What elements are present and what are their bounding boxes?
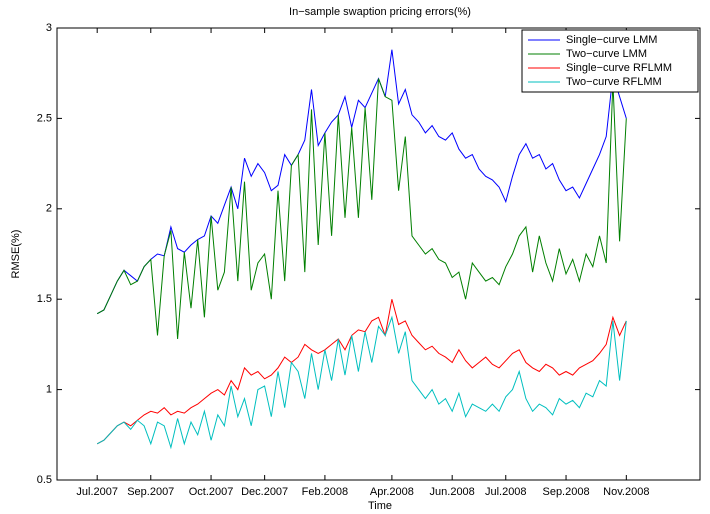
x-tick-label: Jul.2008 xyxy=(485,486,527,498)
series-line xyxy=(96,49,627,315)
y-tick-label: 1.5 xyxy=(37,293,52,305)
plot-frame xyxy=(56,27,701,481)
x-tick-label: Sep.2008 xyxy=(542,486,589,498)
legend-label: Single−curve LMM xyxy=(566,34,657,46)
x-axis-label: Time xyxy=(368,500,392,512)
series-line xyxy=(96,315,627,450)
y-tick-label: 0.5 xyxy=(37,474,52,486)
x-tick-label: Sep.2007 xyxy=(127,486,174,498)
x-tick-label: Oct.2007 xyxy=(189,486,234,498)
y-tick-label: 2 xyxy=(46,203,52,215)
chart-title: In−sample swaption pricing errors(%) xyxy=(289,6,471,18)
legend-label: Two−curve RFLMM xyxy=(566,76,662,88)
y-tick-label: 2.5 xyxy=(37,112,52,124)
x-tick-label: Dec.2007 xyxy=(241,486,288,498)
y-axis-label: RMSE(%) xyxy=(10,230,22,279)
x-tick-label: Nov.2008 xyxy=(603,486,649,498)
y-tick-label: 1 xyxy=(46,384,52,396)
x-tick-label: Feb.2008 xyxy=(302,486,348,498)
x-tick-label: Apr.2008 xyxy=(370,486,414,498)
series-line xyxy=(96,78,627,340)
x-tick-label: Jul.2007 xyxy=(76,486,118,498)
series-line xyxy=(96,299,627,445)
y-tick-label: 3 xyxy=(46,22,52,34)
legend-label: Two−curve LMM xyxy=(566,48,647,60)
x-tick-label: Jun.2008 xyxy=(430,486,475,498)
legend-label: Single−curve RFLMM xyxy=(566,62,672,74)
